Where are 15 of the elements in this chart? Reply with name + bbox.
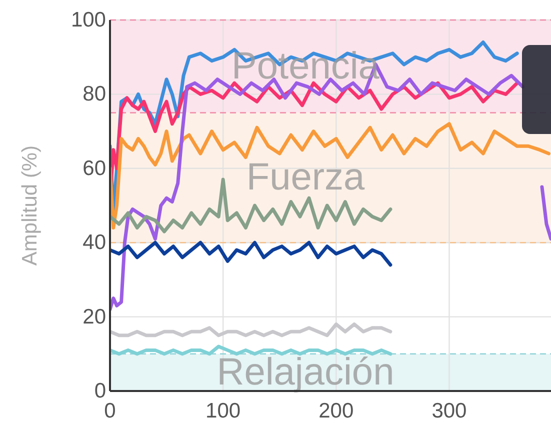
line-series [110, 122, 550, 230]
y-tick-label: 0 [94, 380, 106, 402]
y-tick-label: 60 [82, 156, 106, 180]
band-label: Relajación [216, 351, 394, 394]
line-series [110, 240, 392, 267]
y-tick-label: 20 [82, 305, 106, 328]
y-tick-label: 80 [82, 82, 106, 106]
x-tick-label: 300 [432, 400, 467, 422]
y-tick-label: 40 [82, 231, 106, 254]
x-tick-label: 200 [318, 400, 354, 422]
y-tick-label: 100 [70, 8, 106, 32]
line-series [110, 322, 392, 338]
band-label: Fuerza [246, 156, 366, 199]
y-axis-title: Amplitud (%) [18, 145, 42, 266]
x-tick-label: 100 [206, 400, 241, 422]
